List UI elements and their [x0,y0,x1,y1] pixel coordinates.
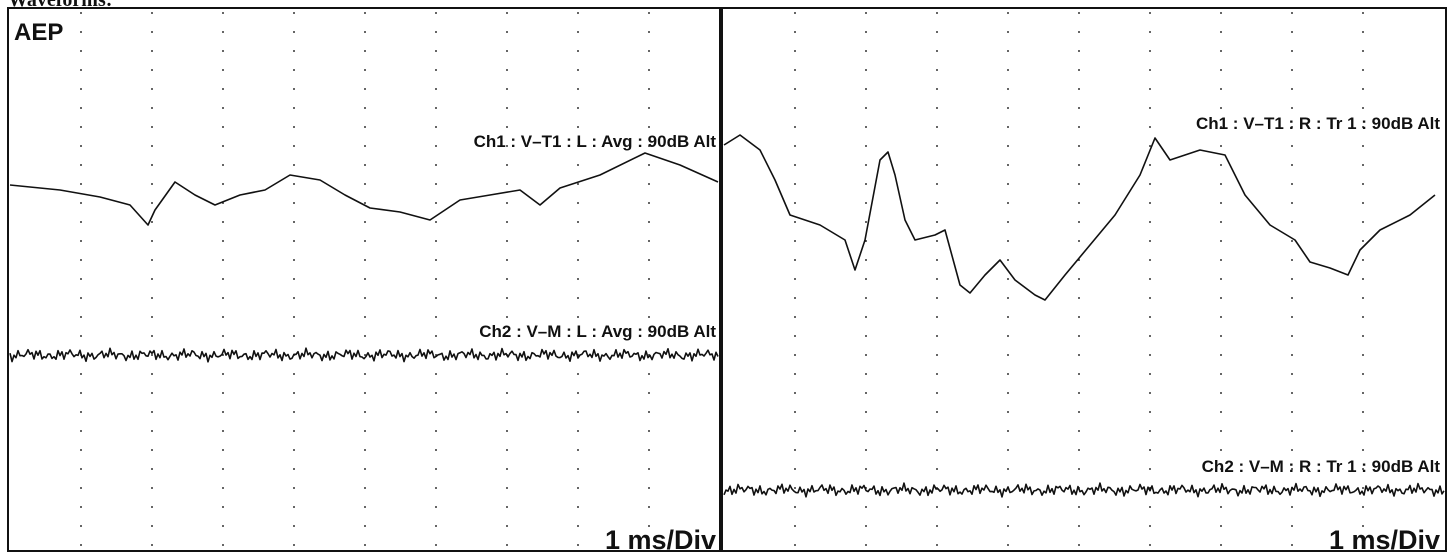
ch2-label: Ch2 : V–M : L : Avg : 90dB Alt [479,322,716,341]
ch1-label: Ch1 : V–T1 : R : Tr 1 : 90dB Alt [1196,114,1440,133]
ch2-waveform [723,482,1445,498]
scale-label: 1 ms/Div [1329,525,1440,553]
ch1-waveform [9,152,719,226]
scale-label: 1 ms/Div [605,525,716,553]
frame [7,7,1447,552]
panel-title: AEP [14,19,63,46]
ch1-waveform [723,134,1436,301]
grid [80,12,1364,548]
ch1-label: Ch1 : V–T1 : L : Avg : 90dB Alt [474,132,717,151]
header: Waveforms: [8,0,112,11]
ch2-waveform [9,347,719,363]
ch2-label: Ch2 : V–M : R : Tr 1 : 90dB Alt [1202,457,1441,476]
